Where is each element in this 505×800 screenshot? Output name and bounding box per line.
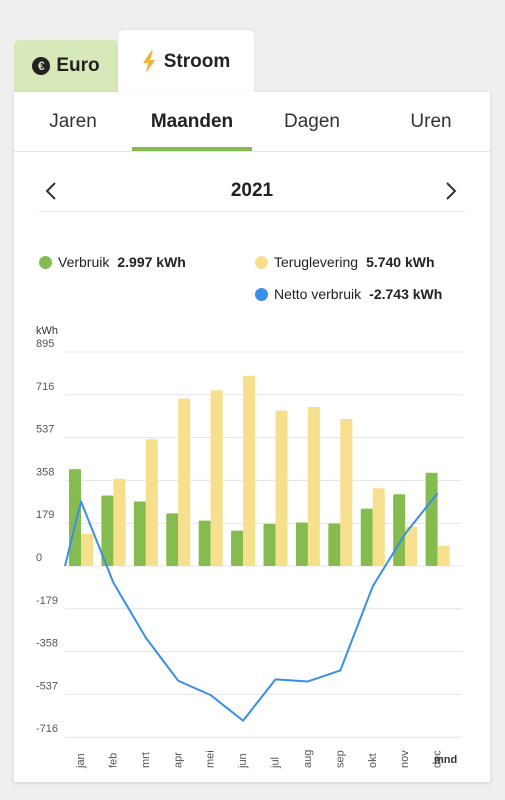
tab-euro-label: Euro [56,55,100,76]
legend-value: -2.743 kWh [369,286,443,302]
legend-teruglevering: Teruglevering 5.740 kWh [255,254,435,270]
tab-stroom-label: Stroom [163,51,231,72]
legend-dot-icon [255,255,268,269]
tab-euro[interactable]: € Euro [14,40,118,92]
legend-dot-icon [255,287,268,301]
chevron-right-icon [446,182,457,200]
chevron-left-icon [45,182,56,200]
energy-card: Jaren Maanden Dagen Uren 2021 Verbruik 2… [14,92,490,782]
euro-icon: € [32,57,51,75]
legend-label: Netto verbruik [274,286,362,302]
tab-stroom[interactable]: Stroom [118,30,254,94]
legend-netto-verbruik: Netto verbruik -2.743 kWh [255,286,442,302]
previous-year-button[interactable] [39,176,63,206]
tab-uren[interactable]: Uren [410,111,452,132]
active-tab-indicator [132,147,252,151]
legend-dot-icon [39,255,52,269]
tab-maanden[interactable]: Maanden [150,111,234,132]
next-year-button[interactable] [439,176,463,206]
year-navigator: 2021 [39,172,465,212]
legend-label: Verbruik [58,254,110,270]
legend-value: 2.997 kWh [117,254,186,270]
legend-verbruik: Verbruik 2.997 kWh [39,254,186,270]
legend-value: 5.740 kWh [366,254,435,270]
tab-dagen[interactable]: Dagen [284,111,340,132]
lightning-icon [142,51,155,73]
tab-jaren[interactable]: Jaren [49,111,97,132]
legend-label: Teruglevering [274,254,359,270]
period-tabs: Jaren Maanden Dagen Uren [14,92,490,152]
year-label: 2021 [230,180,274,201]
